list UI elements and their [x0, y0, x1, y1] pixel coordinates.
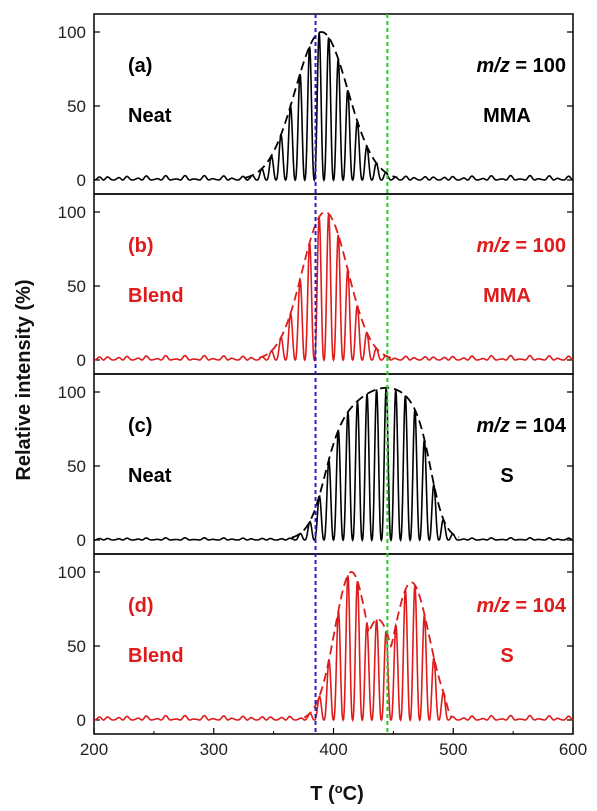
- chart-panels: 0 50 100 (a) Neat m/z = 100 MMA 0 50 100 (b) Blend m…: [58, 13, 574, 735]
- mz-label: m/z = 104: [476, 415, 566, 437]
- panel-1: 0 50 100 (a) Neat m/z = 100 MMA: [58, 13, 574, 195]
- mz-prefix: m/z: [476, 55, 509, 77]
- signal-line: [93, 575, 574, 723]
- panel-label: (b): [128, 235, 154, 257]
- mz-prefix: m/z: [476, 415, 509, 437]
- mz-prefix: m/z: [476, 595, 509, 617]
- sample-label: Neat: [128, 105, 172, 127]
- panel-frame: [93, 193, 574, 375]
- panel-label: (c): [128, 415, 152, 437]
- y-tick-label: 50: [67, 457, 86, 476]
- species-label: MMA: [483, 105, 531, 127]
- x-tick-label: 400: [319, 740, 347, 759]
- panel-3: 0 50 100 (c) Neat m/z = 104 S: [58, 373, 574, 555]
- y-tick-label: 0: [77, 351, 86, 370]
- mz-value: = 100: [510, 55, 566, 77]
- mz-label: m/z = 104: [476, 595, 566, 617]
- mz-value: = 104: [510, 415, 567, 437]
- y-tick-label: 50: [67, 277, 86, 296]
- species-label: MMA: [483, 285, 531, 307]
- envelope-line: [258, 211, 392, 359]
- signal-line: [93, 32, 574, 183]
- panel-frame: [93, 553, 574, 735]
- sample-label: Blend: [128, 285, 184, 307]
- x-tick-label: 200: [80, 740, 108, 759]
- species-label: S: [500, 465, 513, 487]
- sample-label: Blend: [128, 645, 184, 667]
- signal-line: [93, 387, 574, 543]
- y-tick-label: 100: [58, 23, 86, 42]
- y-axis-title: Relative intensity (%): [13, 279, 35, 480]
- mz-value: = 100: [510, 235, 566, 257]
- mz-label: m/z = 100: [476, 235, 566, 257]
- envelope-line: [303, 571, 453, 719]
- reference-lines: [314, 14, 389, 734]
- x-axis-title: T (oC): [310, 781, 364, 806]
- y-tick-label: 0: [77, 531, 86, 550]
- y-tick-label: 0: [77, 711, 86, 730]
- panel-frame: [93, 373, 574, 555]
- y-tick-label: 100: [58, 203, 86, 222]
- panel-label: (a): [128, 55, 152, 77]
- mz-label: m/z = 100: [476, 55, 566, 77]
- sample-label: Neat: [128, 465, 172, 487]
- y-tick-label: 100: [58, 563, 86, 582]
- mz-value: = 104: [510, 595, 567, 617]
- panel-frame: [93, 13, 574, 195]
- panel-4: 0 50 100 (d) Blend m/z = 104 S: [58, 553, 574, 735]
- panel-2: 0 50 100 (b) Blend m/z = 100 MMA: [58, 193, 574, 375]
- panel-label: (d): [128, 595, 154, 617]
- y-tick-label: 50: [67, 97, 86, 116]
- y-tick-label: 100: [58, 383, 86, 402]
- x-tick-label: 600: [559, 740, 587, 759]
- x-tick-label: 500: [439, 740, 467, 759]
- y-tick-label: 50: [67, 637, 86, 656]
- y-tick-label: 0: [77, 171, 86, 190]
- species-label: S: [500, 645, 513, 667]
- x-tick-label: 300: [200, 740, 228, 759]
- envelope-line: [245, 31, 398, 179]
- mz-prefix: m/z: [476, 235, 509, 257]
- signal-line: [93, 213, 574, 363]
- x-axis: 200 300 400 500 600: [80, 728, 587, 759]
